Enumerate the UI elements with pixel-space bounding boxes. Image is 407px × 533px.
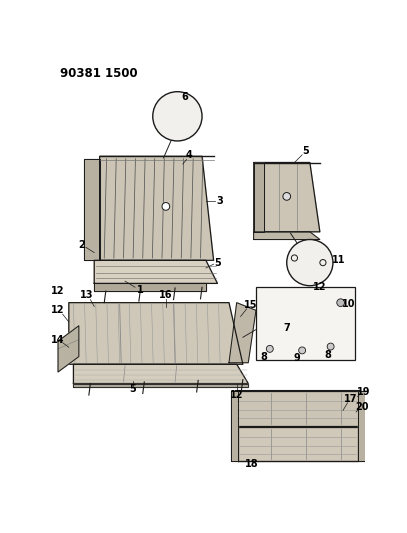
- Polygon shape: [84, 159, 100, 260]
- Text: 17: 17: [344, 394, 357, 404]
- Text: 2: 2: [78, 240, 85, 250]
- Polygon shape: [238, 427, 358, 461]
- Text: 5: 5: [214, 257, 221, 268]
- Polygon shape: [254, 163, 264, 232]
- Text: 14: 14: [50, 335, 64, 345]
- Circle shape: [266, 345, 273, 352]
- Polygon shape: [254, 163, 320, 232]
- Circle shape: [287, 239, 333, 286]
- Text: 8: 8: [260, 352, 267, 361]
- Text: 12: 12: [51, 305, 65, 316]
- Polygon shape: [100, 156, 214, 260]
- Circle shape: [162, 203, 170, 210]
- Text: 5: 5: [129, 384, 136, 394]
- Polygon shape: [235, 391, 360, 426]
- Text: 10: 10: [341, 299, 355, 309]
- Polygon shape: [230, 391, 238, 461]
- Circle shape: [283, 192, 291, 200]
- Text: 8: 8: [324, 350, 331, 360]
- Text: 90381 1500: 90381 1500: [59, 68, 137, 80]
- Circle shape: [337, 299, 344, 306]
- Polygon shape: [73, 364, 248, 384]
- Text: 19: 19: [357, 387, 370, 397]
- Polygon shape: [94, 260, 217, 284]
- Text: 16: 16: [159, 290, 173, 300]
- Text: 13: 13: [80, 290, 93, 300]
- Text: 12: 12: [51, 286, 65, 296]
- Circle shape: [327, 343, 334, 350]
- Text: 6: 6: [181, 92, 188, 102]
- Text: 20: 20: [355, 402, 369, 413]
- Text: 12: 12: [230, 390, 243, 400]
- Circle shape: [299, 347, 306, 354]
- Polygon shape: [229, 303, 256, 363]
- Text: 15: 15: [244, 300, 257, 310]
- Circle shape: [153, 92, 202, 141]
- Polygon shape: [73, 384, 248, 387]
- Text: 3: 3: [217, 196, 223, 206]
- Text: 5: 5: [303, 146, 309, 156]
- Bar: [256, 287, 354, 360]
- Polygon shape: [69, 303, 243, 364]
- Text: 11: 11: [332, 255, 345, 265]
- Text: 7: 7: [283, 323, 290, 333]
- Polygon shape: [94, 284, 206, 291]
- Text: 18: 18: [245, 459, 259, 470]
- Text: 1: 1: [137, 285, 144, 295]
- Polygon shape: [254, 232, 320, 239]
- Text: 9: 9: [293, 353, 300, 363]
- Polygon shape: [58, 326, 79, 372]
- Text: 4: 4: [186, 150, 193, 160]
- Polygon shape: [358, 391, 365, 461]
- Text: 12: 12: [313, 282, 326, 292]
